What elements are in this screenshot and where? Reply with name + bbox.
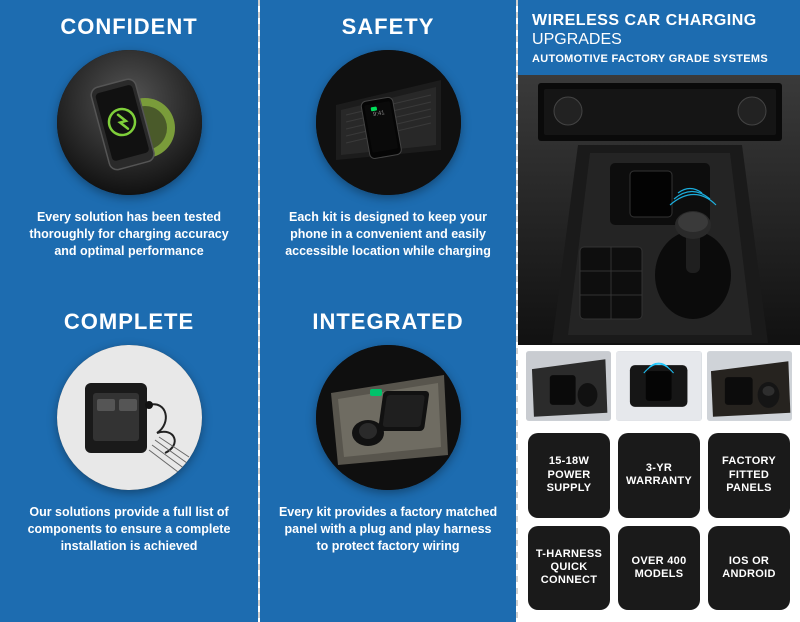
badge: IOS OR ANDROID [708,526,790,611]
badge: FACTORY FITTED PANELS [708,433,790,518]
panel-right: WIRELESS CAR CHARGING UPGRADES AUTOMOTIV… [518,0,800,622]
center-console-icon [316,345,461,490]
panel-mid: SAFETY [260,0,516,622]
thumbnail-row [518,345,800,425]
feature-title: COMPLETE [64,309,194,335]
console-tray-icon: 9:41 [316,50,461,195]
hero-image [518,75,800,345]
thumbnail [526,351,611,421]
feature-blurb: Every solution has been tested thoroughl… [14,209,244,260]
badge: 3-YR WARRANTY [618,433,700,518]
badge: 15-18W POWER SUPPLY [528,433,610,518]
kit-parts-icon [57,345,202,490]
thumbnail [616,351,701,421]
header-bar: WIRELESS CAR CHARGING UPGRADES AUTOMOTIV… [518,0,800,75]
phone-charger-icon [57,50,202,195]
header-line3: AUTOMOTIVE FACTORY GRADE SYSTEMS [532,53,786,65]
thumbnail [707,351,792,421]
feature-complete: COMPLETE Our solutions provide a full li… [14,309,244,604]
panel-left: CONFIDENT Ev [0,0,258,622]
header-line1: WIRELESS CAR CHARGING [532,12,786,30]
badge: OVER 400 MODELS [618,526,700,611]
feature-blurb: Our solutions provide a full list of com… [14,504,244,555]
header-line2: UPGRADES [532,31,786,49]
feature-title: CONFIDENT [60,14,197,40]
feature-blurb: Each kit is designed to keep your phone … [274,209,502,260]
badge-grid: 15-18W POWER SUPPLY 3-YR WARRANTY FACTOR… [518,425,800,622]
badge: T-HARNESS QUICK CONNECT [528,526,610,611]
feature-confident: CONFIDENT Ev [14,14,244,309]
feature-title: SAFETY [342,14,435,40]
feature-title: INTEGRATED [312,309,463,335]
feature-safety: SAFETY [274,14,502,309]
feature-integrated: INTEGRATED Every kit provides a factory … [274,309,502,604]
feature-blurb: Every kit provides a factory matched pan… [274,504,502,555]
